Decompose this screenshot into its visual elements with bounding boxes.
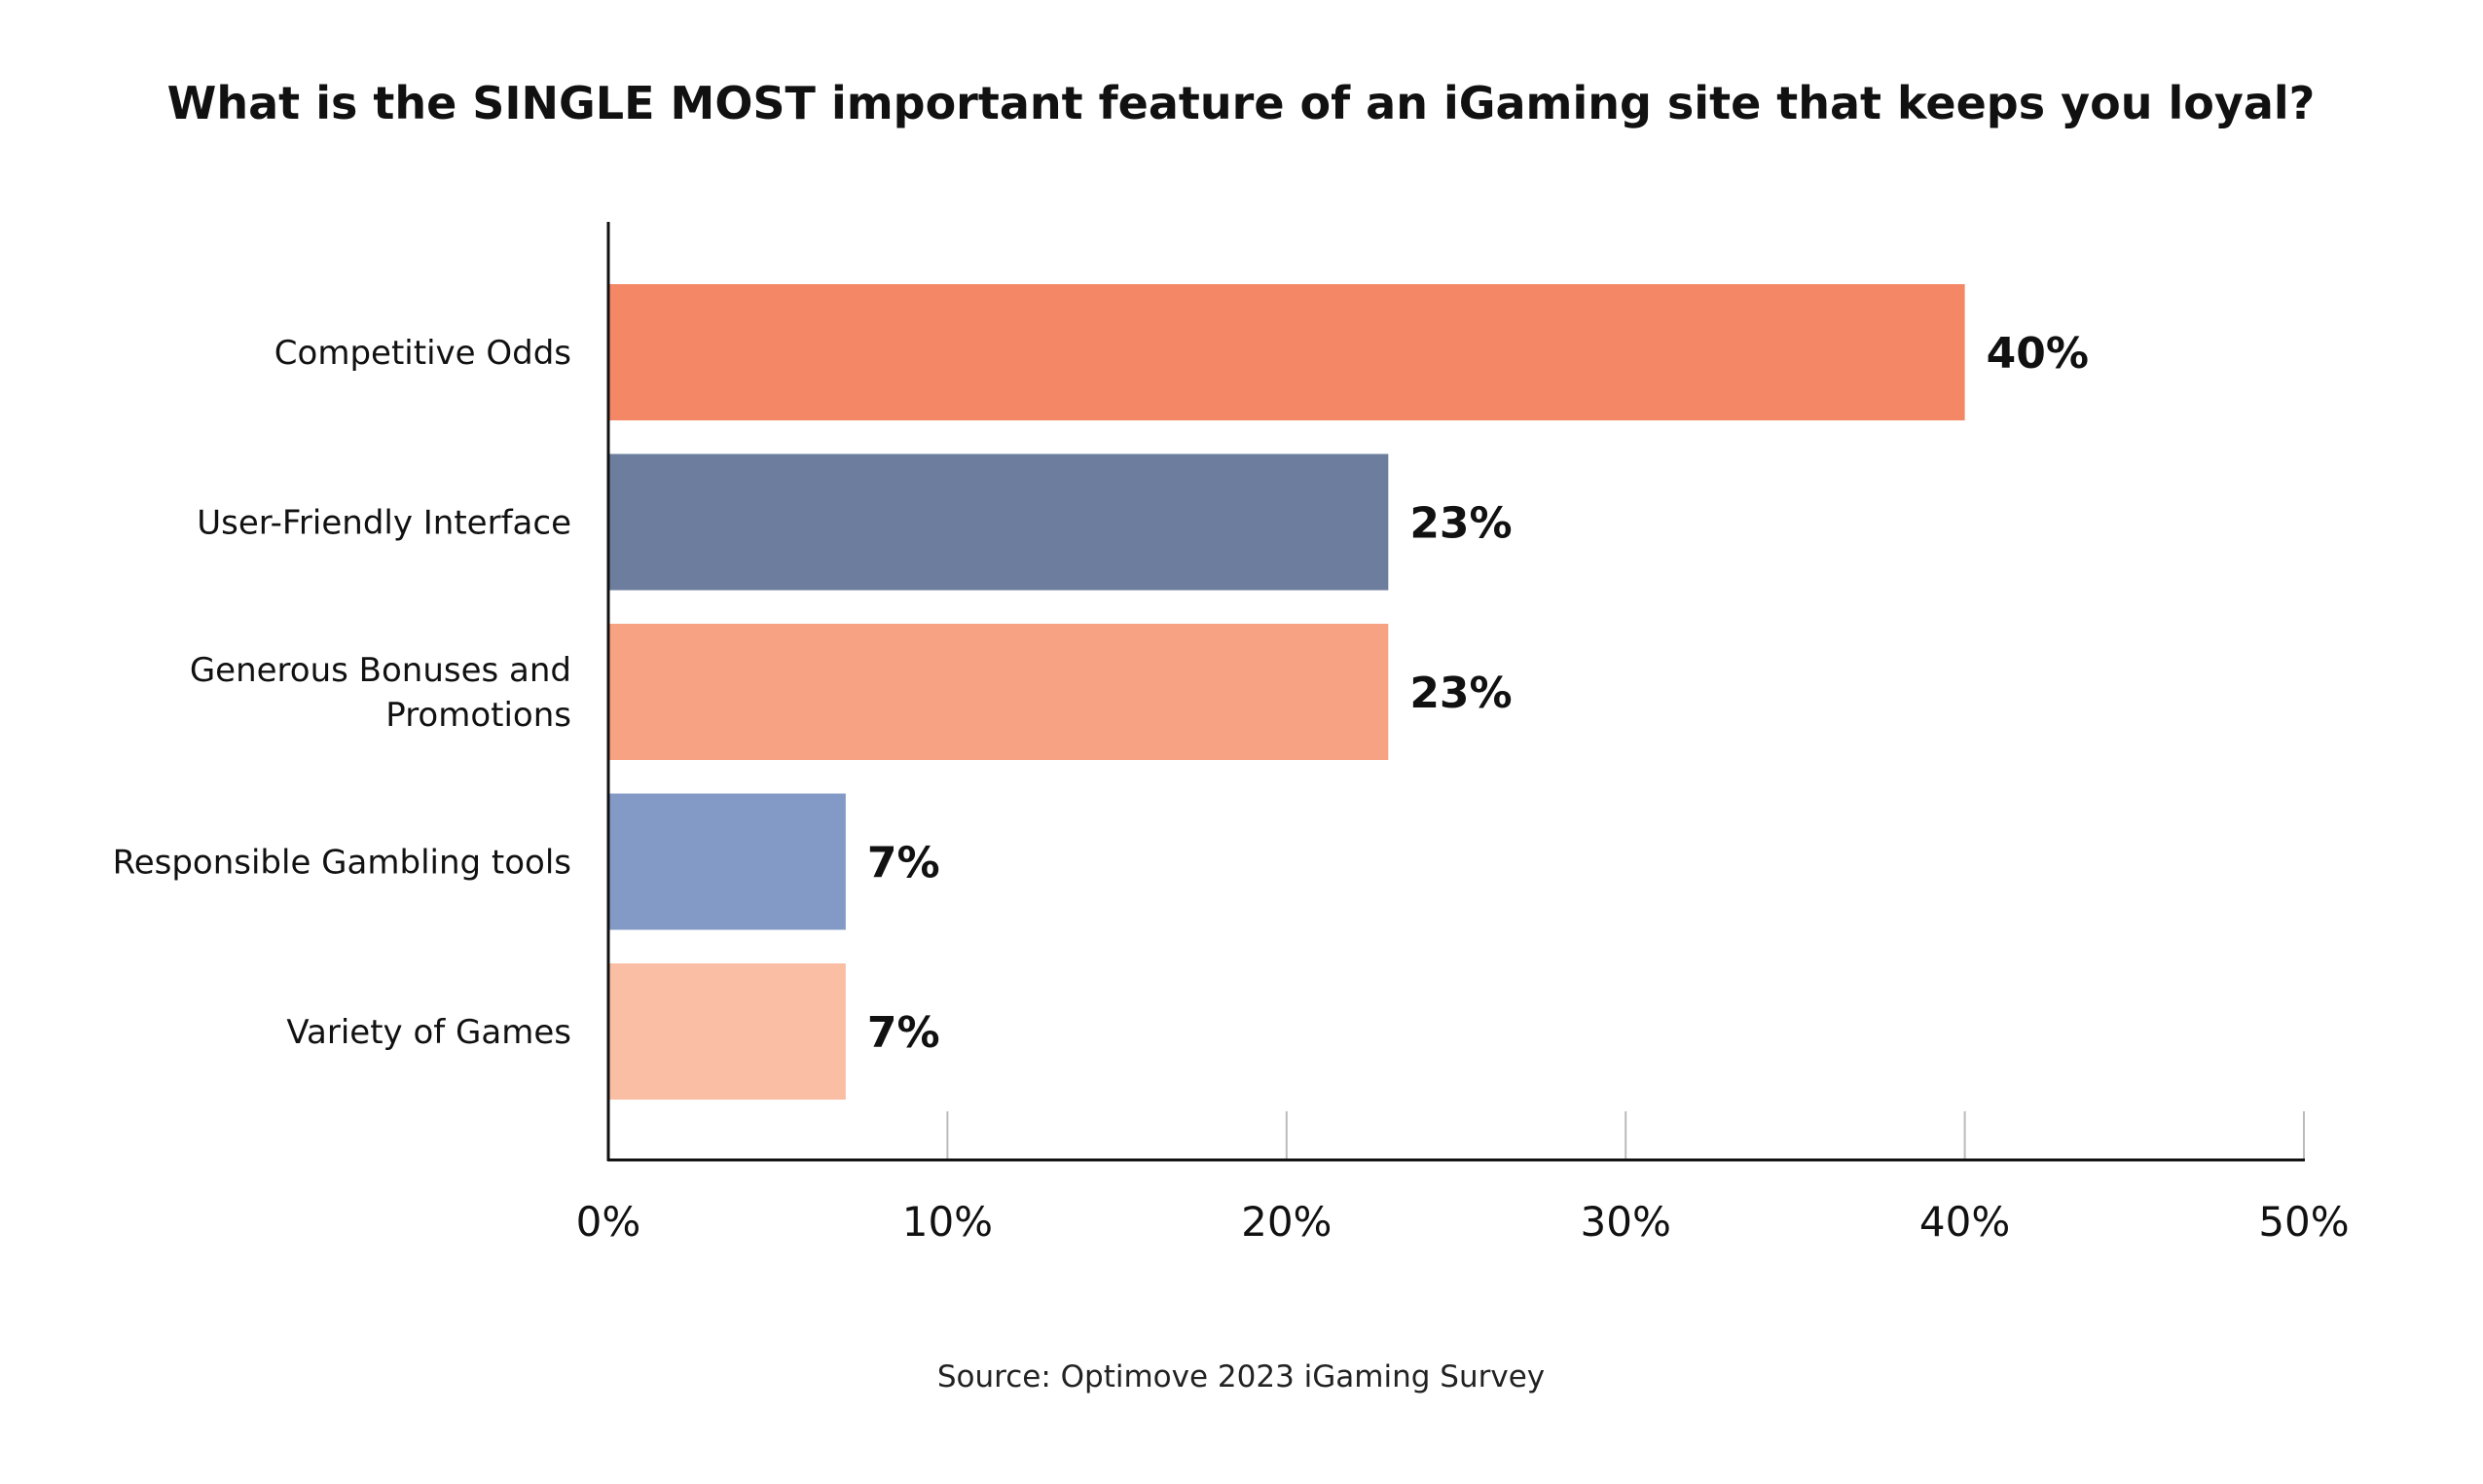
x-tick-label: 30% bbox=[1581, 1198, 1671, 1246]
bar bbox=[608, 624, 1389, 760]
bars bbox=[608, 284, 1965, 1100]
value-labels: 40% 23% 23% 7% 7% bbox=[867, 329, 2089, 1058]
category-label: Responsible Gambling tools bbox=[113, 844, 571, 883]
x-tick-label: 10% bbox=[902, 1198, 993, 1246]
x-tick-label: 20% bbox=[1241, 1198, 1332, 1246]
category-label: User-Friendly Interface bbox=[197, 504, 571, 543]
value-label: 23% bbox=[1409, 499, 1512, 549]
value-label: 7% bbox=[867, 1008, 940, 1058]
bar bbox=[608, 284, 1965, 420]
x-tick-label: 50% bbox=[2258, 1198, 2349, 1246]
x-tick-label: 0% bbox=[576, 1198, 641, 1246]
bar bbox=[608, 793, 846, 930]
chart-title: What is the SINGLE MOST important featur… bbox=[167, 77, 2316, 129]
value-label: 23% bbox=[1409, 669, 1512, 718]
x-axis-ticks: 0% 10% 20% 30% 40% 50% bbox=[576, 1111, 2350, 1246]
bar bbox=[608, 963, 846, 1100]
value-label: 7% bbox=[867, 839, 940, 888]
category-label: Competitive Odds bbox=[274, 334, 571, 373]
bar bbox=[608, 453, 1389, 591]
x-tick-label: 40% bbox=[1919, 1198, 2010, 1246]
source-note: Source: Optimove 2023 iGaming Survey bbox=[937, 1359, 1545, 1394]
category-label: Generous Bonuses and Promotions bbox=[190, 651, 571, 735]
category-labels: Competitive Odds User-Friendly Interface G… bbox=[113, 334, 571, 1052]
category-label: Variety of Games bbox=[286, 1013, 571, 1052]
axes bbox=[606, 222, 2305, 1162]
value-label: 40% bbox=[1987, 329, 2089, 379]
